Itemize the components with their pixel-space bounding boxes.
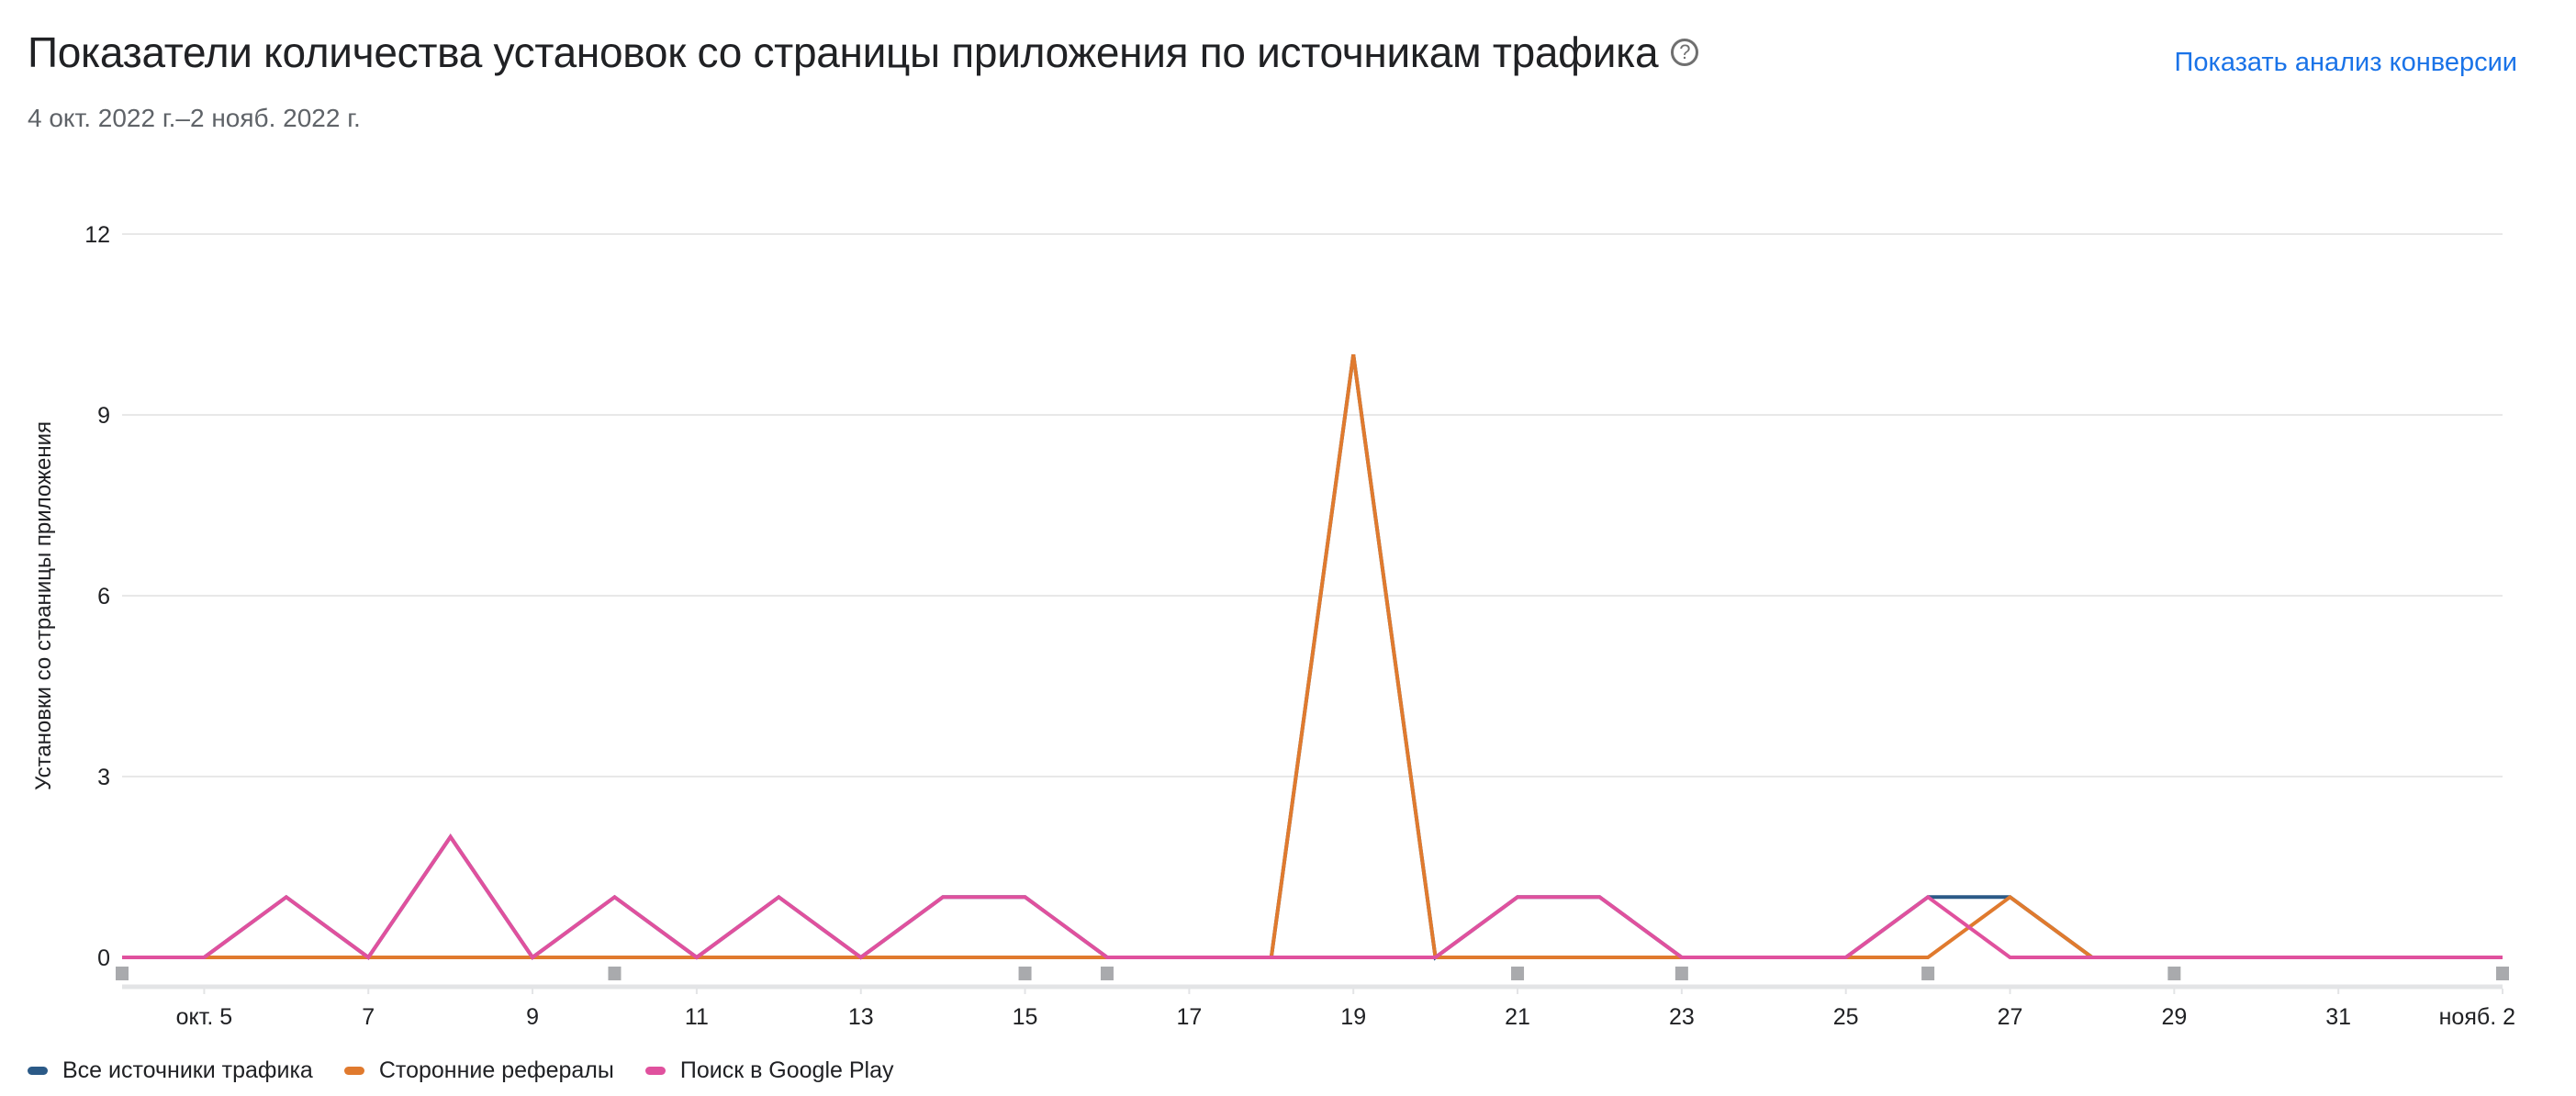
annotation-marker[interactable]: [1100, 967, 1114, 980]
series-line-referrals: [122, 354, 2503, 959]
x-tick-label: 7: [362, 1004, 375, 1030]
legend-swatch-icon: [343, 1067, 364, 1075]
legend-label: Поиск в Google Play: [679, 1057, 894, 1083]
annotation-markers[interactable]: [116, 967, 2509, 980]
annotation-marker[interactable]: [1511, 967, 1525, 980]
x-tick-label: 19: [1340, 1004, 1366, 1030]
y-tick-label: 9: [97, 403, 110, 429]
question-circle-icon[interactable]: ?: [1671, 39, 1699, 66]
x-tick-label: 9: [526, 1004, 539, 1030]
date-range: 4 окт. 2022 г.–2 нояб. 2022 г.: [28, 104, 361, 132]
show-conversion-analysis-link[interactable]: Показать анализ конверсии: [2174, 48, 2517, 77]
annotation-marker[interactable]: [1921, 967, 1935, 980]
legend-item-all-sources[interactable]: Все источники трафика: [28, 1057, 313, 1084]
legend: Все источники трафика Сторонние рефералы…: [28, 1057, 894, 1084]
x-tick-label: 11: [685, 1004, 709, 1030]
x-tick-label: 13: [848, 1004, 874, 1030]
x-tick-label: 29: [2161, 1004, 2187, 1030]
annotation-marker[interactable]: [2167, 967, 2181, 980]
legend-swatch-icon: [28, 1067, 48, 1075]
y-tick-label: 0: [97, 945, 110, 971]
annotation-marker[interactable]: [116, 967, 129, 980]
x-tick-label: 21: [1505, 1004, 1530, 1030]
chart-title: Показатели количества установок со стран…: [28, 28, 1699, 77]
legend-item-referrals[interactable]: Сторонние рефералы: [343, 1057, 614, 1084]
annotation-marker[interactable]: [608, 967, 622, 980]
x-tick-label: нояб. 2: [2439, 1004, 2515, 1030]
annotation-marker[interactable]: [1674, 967, 1688, 980]
x-tick-label: 27: [1998, 1004, 2023, 1030]
chart-title-text: Показатели количества установок со стран…: [28, 28, 1659, 76]
x-tick-label: 15: [1013, 1004, 1038, 1030]
annotation-marker[interactable]: [2496, 967, 2509, 980]
x-tick-label: окт. 5: [176, 1004, 233, 1030]
series-lines: [122, 354, 2503, 961]
series-line-google_play_search: [122, 833, 2503, 960]
legend-swatch-icon: [644, 1067, 666, 1075]
annotation-marker[interactable]: [1018, 967, 1032, 980]
y-tick-label: 3: [97, 765, 110, 790]
legend-label: Все источники трафика: [62, 1057, 313, 1083]
x-axis: окт. 5 7 9 11 13 15 17 19 21 23 25 27 29 31 нояб. 2: [122, 984, 2515, 1030]
gridlines: [122, 233, 2503, 777]
legend-item-google-play-search[interactable]: Поиск в Google Play: [644, 1057, 894, 1084]
x-tick-label: 25: [1833, 1004, 1859, 1030]
y-axis-ticks: 0 3 6 9 12: [84, 222, 110, 971]
x-tick-label: 31: [2325, 1004, 2351, 1030]
legend-label: Сторонние рефералы: [378, 1057, 614, 1083]
y-tick-label: 6: [97, 584, 110, 610]
y-tick-label: 12: [84, 222, 110, 248]
x-tick-label: 23: [1669, 1004, 1695, 1030]
x-tick-label: 17: [1176, 1004, 1202, 1030]
